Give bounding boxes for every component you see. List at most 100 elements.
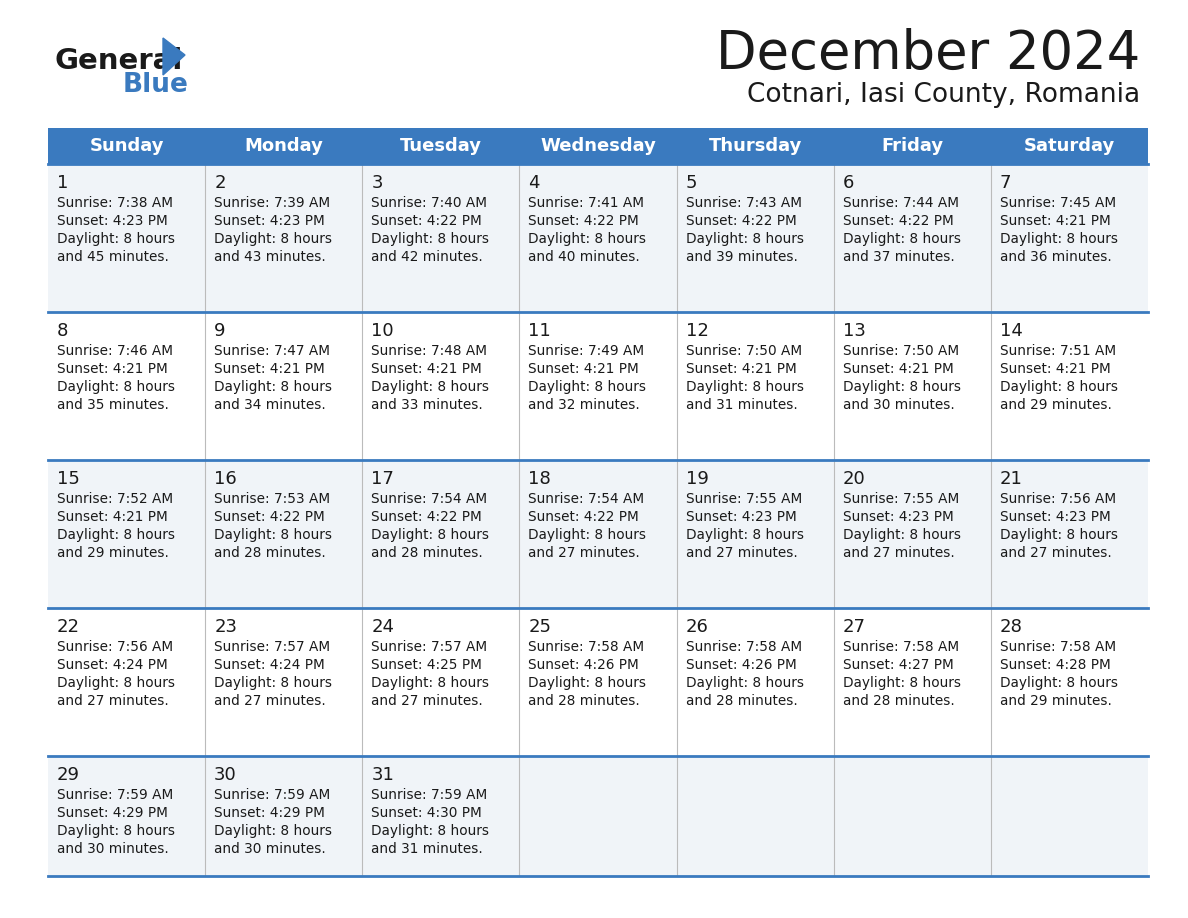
Text: 8: 8 bbox=[57, 322, 69, 340]
Text: Sunset: 4:24 PM: Sunset: 4:24 PM bbox=[57, 658, 168, 672]
Text: Daylight: 8 hours: Daylight: 8 hours bbox=[842, 528, 961, 542]
Text: and 31 minutes.: and 31 minutes. bbox=[372, 842, 484, 856]
Bar bbox=[48, 164, 1148, 312]
Text: Sunrise: 7:41 AM: Sunrise: 7:41 AM bbox=[529, 196, 644, 210]
Text: Daylight: 8 hours: Daylight: 8 hours bbox=[57, 824, 175, 838]
Text: 11: 11 bbox=[529, 322, 551, 340]
Text: 19: 19 bbox=[685, 470, 708, 488]
Text: and 39 minutes.: and 39 minutes. bbox=[685, 250, 797, 264]
Text: Daylight: 8 hours: Daylight: 8 hours bbox=[1000, 232, 1118, 246]
Text: Daylight: 8 hours: Daylight: 8 hours bbox=[842, 232, 961, 246]
Text: and 32 minutes.: and 32 minutes. bbox=[529, 398, 640, 412]
Text: 29: 29 bbox=[57, 766, 80, 784]
Text: Sunrise: 7:52 AM: Sunrise: 7:52 AM bbox=[57, 492, 173, 506]
Text: Sunset: 4:24 PM: Sunset: 4:24 PM bbox=[214, 658, 324, 672]
Text: Daylight: 8 hours: Daylight: 8 hours bbox=[372, 380, 489, 394]
Bar bbox=[48, 128, 1148, 164]
Text: Sunset: 4:23 PM: Sunset: 4:23 PM bbox=[57, 214, 168, 228]
Text: Sunset: 4:29 PM: Sunset: 4:29 PM bbox=[57, 806, 168, 820]
Text: Sunrise: 7:50 AM: Sunrise: 7:50 AM bbox=[842, 344, 959, 358]
Text: 15: 15 bbox=[57, 470, 80, 488]
Text: and 27 minutes.: and 27 minutes. bbox=[1000, 546, 1112, 560]
Text: Daylight: 8 hours: Daylight: 8 hours bbox=[372, 676, 489, 690]
Text: Daylight: 8 hours: Daylight: 8 hours bbox=[529, 676, 646, 690]
Text: Sunrise: 7:57 AM: Sunrise: 7:57 AM bbox=[372, 640, 487, 654]
Text: Cotnari, Iasi County, Romania: Cotnari, Iasi County, Romania bbox=[747, 82, 1140, 108]
Text: Daylight: 8 hours: Daylight: 8 hours bbox=[529, 528, 646, 542]
Text: Sunset: 4:23 PM: Sunset: 4:23 PM bbox=[842, 510, 954, 524]
Text: Sunrise: 7:46 AM: Sunrise: 7:46 AM bbox=[57, 344, 173, 358]
Text: Sunrise: 7:58 AM: Sunrise: 7:58 AM bbox=[685, 640, 802, 654]
Text: Sunset: 4:30 PM: Sunset: 4:30 PM bbox=[372, 806, 482, 820]
Text: Daylight: 8 hours: Daylight: 8 hours bbox=[57, 380, 175, 394]
Text: 28: 28 bbox=[1000, 618, 1023, 636]
Text: and 28 minutes.: and 28 minutes. bbox=[842, 694, 954, 708]
Text: Sunrise: 7:58 AM: Sunrise: 7:58 AM bbox=[529, 640, 645, 654]
Text: and 30 minutes.: and 30 minutes. bbox=[214, 842, 326, 856]
Text: Sunrise: 7:39 AM: Sunrise: 7:39 AM bbox=[214, 196, 330, 210]
Text: 20: 20 bbox=[842, 470, 866, 488]
Text: 5: 5 bbox=[685, 174, 697, 192]
Text: Daylight: 8 hours: Daylight: 8 hours bbox=[529, 380, 646, 394]
Text: Sunset: 4:22 PM: Sunset: 4:22 PM bbox=[372, 214, 482, 228]
Text: and 27 minutes.: and 27 minutes. bbox=[57, 694, 169, 708]
Text: Wednesday: Wednesday bbox=[541, 137, 656, 155]
Text: 30: 30 bbox=[214, 766, 236, 784]
Text: 16: 16 bbox=[214, 470, 236, 488]
Text: Sunset: 4:28 PM: Sunset: 4:28 PM bbox=[1000, 658, 1111, 672]
Text: Sunrise: 7:59 AM: Sunrise: 7:59 AM bbox=[214, 788, 330, 802]
Text: Sunset: 4:29 PM: Sunset: 4:29 PM bbox=[214, 806, 326, 820]
Text: December 2024: December 2024 bbox=[715, 28, 1140, 80]
Text: Daylight: 8 hours: Daylight: 8 hours bbox=[57, 676, 175, 690]
Text: and 37 minutes.: and 37 minutes. bbox=[842, 250, 954, 264]
Text: 26: 26 bbox=[685, 618, 708, 636]
Text: Sunset: 4:21 PM: Sunset: 4:21 PM bbox=[685, 362, 796, 376]
Text: 13: 13 bbox=[842, 322, 866, 340]
Text: Sunrise: 7:40 AM: Sunrise: 7:40 AM bbox=[372, 196, 487, 210]
Text: Sunset: 4:21 PM: Sunset: 4:21 PM bbox=[372, 362, 482, 376]
Text: Sunrise: 7:53 AM: Sunrise: 7:53 AM bbox=[214, 492, 330, 506]
Text: and 27 minutes.: and 27 minutes. bbox=[214, 694, 326, 708]
Text: 24: 24 bbox=[372, 618, 394, 636]
Text: Sunrise: 7:49 AM: Sunrise: 7:49 AM bbox=[529, 344, 645, 358]
Text: and 27 minutes.: and 27 minutes. bbox=[372, 694, 484, 708]
Text: Sunrise: 7:55 AM: Sunrise: 7:55 AM bbox=[685, 492, 802, 506]
Text: Sunset: 4:22 PM: Sunset: 4:22 PM bbox=[214, 510, 324, 524]
Text: Sunrise: 7:59 AM: Sunrise: 7:59 AM bbox=[372, 788, 487, 802]
Text: Daylight: 8 hours: Daylight: 8 hours bbox=[842, 380, 961, 394]
Text: Sunset: 4:23 PM: Sunset: 4:23 PM bbox=[214, 214, 324, 228]
Text: 14: 14 bbox=[1000, 322, 1023, 340]
Text: Sunrise: 7:55 AM: Sunrise: 7:55 AM bbox=[842, 492, 959, 506]
Text: Blue: Blue bbox=[124, 72, 189, 98]
Text: Sunday: Sunday bbox=[89, 137, 164, 155]
Text: Sunrise: 7:54 AM: Sunrise: 7:54 AM bbox=[372, 492, 487, 506]
Text: Sunrise: 7:50 AM: Sunrise: 7:50 AM bbox=[685, 344, 802, 358]
Text: Daylight: 8 hours: Daylight: 8 hours bbox=[529, 232, 646, 246]
Text: Sunset: 4:21 PM: Sunset: 4:21 PM bbox=[214, 362, 324, 376]
Text: Friday: Friday bbox=[881, 137, 943, 155]
Text: Sunrise: 7:54 AM: Sunrise: 7:54 AM bbox=[529, 492, 645, 506]
Text: Daylight: 8 hours: Daylight: 8 hours bbox=[214, 528, 333, 542]
Text: Sunset: 4:25 PM: Sunset: 4:25 PM bbox=[372, 658, 482, 672]
Text: and 28 minutes.: and 28 minutes. bbox=[685, 694, 797, 708]
Text: and 30 minutes.: and 30 minutes. bbox=[842, 398, 954, 412]
Text: Tuesday: Tuesday bbox=[400, 137, 482, 155]
Text: Thursday: Thursday bbox=[708, 137, 802, 155]
Text: 27: 27 bbox=[842, 618, 866, 636]
Text: Daylight: 8 hours: Daylight: 8 hours bbox=[1000, 676, 1118, 690]
Text: and 43 minutes.: and 43 minutes. bbox=[214, 250, 326, 264]
Text: Daylight: 8 hours: Daylight: 8 hours bbox=[214, 380, 333, 394]
Text: 3: 3 bbox=[372, 174, 383, 192]
Text: Sunset: 4:23 PM: Sunset: 4:23 PM bbox=[685, 510, 796, 524]
Bar bbox=[48, 460, 1148, 608]
Text: 10: 10 bbox=[372, 322, 394, 340]
Text: and 29 minutes.: and 29 minutes. bbox=[1000, 694, 1112, 708]
Text: and 29 minutes.: and 29 minutes. bbox=[1000, 398, 1112, 412]
Text: Sunrise: 7:58 AM: Sunrise: 7:58 AM bbox=[842, 640, 959, 654]
Text: Daylight: 8 hours: Daylight: 8 hours bbox=[1000, 528, 1118, 542]
Text: Monday: Monday bbox=[245, 137, 323, 155]
Text: and 28 minutes.: and 28 minutes. bbox=[214, 546, 326, 560]
Text: Saturday: Saturday bbox=[1024, 137, 1116, 155]
Text: Sunset: 4:21 PM: Sunset: 4:21 PM bbox=[1000, 362, 1111, 376]
Text: Daylight: 8 hours: Daylight: 8 hours bbox=[685, 676, 803, 690]
